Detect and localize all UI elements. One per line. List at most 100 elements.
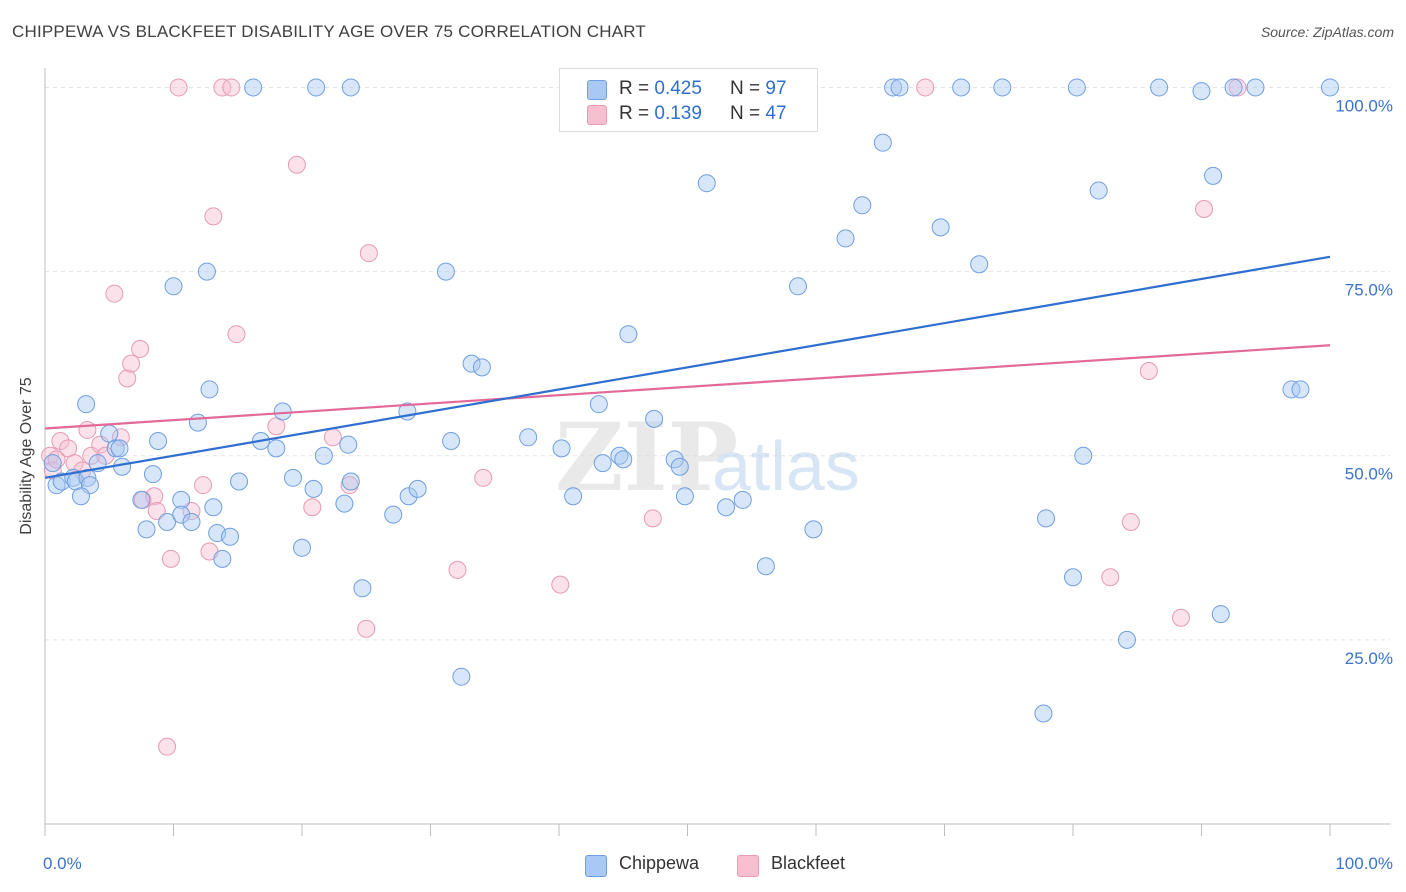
data-point (804, 520, 823, 539)
data-point (204, 498, 223, 517)
data-point (1204, 166, 1223, 185)
legend-r-value-blackfeet: 0.139 (654, 103, 702, 124)
data-point (408, 479, 427, 498)
data-point (670, 457, 689, 476)
x-tick-label: 100.0% (1335, 854, 1393, 873)
legend-swatch-chippewa (587, 80, 607, 100)
data-point (462, 354, 481, 373)
legend-r-label: R = (619, 78, 650, 99)
data-point (357, 619, 376, 638)
data-point (273, 402, 292, 421)
data-point (733, 490, 752, 509)
data-point (204, 207, 223, 226)
data-point (132, 490, 151, 509)
chippewa-points (43, 78, 1339, 723)
data-point (675, 487, 694, 506)
data-point (200, 380, 219, 399)
watermark: ZIP atlas (555, 403, 860, 513)
data-point (474, 468, 493, 487)
data-point (78, 468, 97, 487)
data-point (643, 509, 662, 528)
data-point (77, 395, 96, 414)
data-point (1037, 509, 1056, 528)
y-tick-label: 50.0% (1345, 465, 1393, 484)
data-point (1211, 605, 1230, 624)
data-point (244, 78, 263, 97)
data-point (161, 549, 180, 568)
data-point (222, 78, 241, 97)
legend-n-value-blackfeet: 47 (765, 103, 787, 124)
data-point (1171, 608, 1190, 627)
y-tick-label: 100.0% (1335, 96, 1393, 115)
data-point (1150, 78, 1169, 97)
data-point (307, 78, 326, 97)
data-point (118, 369, 137, 388)
data-point (931, 218, 950, 237)
data-point (194, 476, 213, 495)
data-point (52, 472, 71, 491)
x-tick-label: 0.0% (43, 854, 82, 873)
bottom-legend-swatch-chippewa (585, 855, 607, 877)
data-point (993, 78, 1012, 97)
data-point (172, 505, 191, 524)
y-tick-label: 75.0% (1345, 281, 1393, 300)
data-point (267, 439, 286, 458)
data-point (884, 78, 903, 97)
watermark-atlas: atlas (712, 427, 860, 505)
data-point (551, 575, 570, 594)
data-point (1074, 446, 1093, 465)
data-point (853, 196, 872, 215)
data-point (448, 560, 467, 579)
data-point (131, 339, 150, 358)
data-point (452, 667, 471, 686)
legend-row-chippewa: R = 0.425 N = 97 (560, 76, 817, 102)
data-point (96, 446, 115, 465)
data-point (1064, 568, 1082, 587)
chart-title: CHIPPEWA VS BLACKFEET DISABILITY AGE OVE… (12, 22, 647, 41)
data-point (614, 450, 633, 469)
data-point (472, 358, 491, 377)
data-point (789, 277, 808, 296)
data-point (158, 737, 177, 756)
data-point (952, 78, 971, 97)
tick-labels: 100.0% 75.0% 50.0% 25.0% 0.0% 100.0% (43, 96, 1393, 873)
data-point (341, 78, 360, 97)
data-point (1067, 78, 1086, 97)
data-point (284, 468, 303, 487)
axes (44, 68, 1390, 836)
trend-lines (44, 255, 1331, 479)
data-point (110, 439, 129, 458)
data-point (227, 325, 246, 344)
data-point (1192, 82, 1211, 101)
data-point (564, 487, 583, 506)
data-point (169, 78, 188, 97)
data-point (43, 454, 62, 473)
bottom-legend-swatch-blackfeet (737, 855, 759, 877)
data-point (106, 439, 125, 458)
data-point (293, 538, 311, 557)
data-point (593, 454, 612, 473)
bottom-legend-label-chippewa: Chippewa (619, 853, 700, 873)
data-point (589, 395, 608, 414)
data-point (697, 174, 716, 193)
data-point (287, 155, 306, 174)
data-point (1089, 181, 1108, 200)
data-point (147, 501, 166, 520)
data-point (303, 498, 322, 517)
data-point (619, 325, 638, 344)
data-point (1034, 704, 1053, 723)
data-point (384, 505, 403, 524)
data-point (113, 457, 132, 476)
data-point (341, 472, 360, 491)
data-point (1121, 513, 1140, 532)
legend-n-label: N = (730, 103, 761, 124)
watermark-zip: ZIP (555, 403, 738, 513)
data-point (1228, 78, 1247, 97)
data-point (970, 255, 989, 274)
data-point (1139, 362, 1158, 381)
data-point (552, 439, 571, 458)
data-point (323, 428, 342, 447)
data-point (1101, 568, 1120, 587)
bottom-legend-label-blackfeet: Blackfeet (771, 853, 846, 873)
legend-row-blackfeet: R = 0.139 N = 47 (560, 101, 817, 127)
